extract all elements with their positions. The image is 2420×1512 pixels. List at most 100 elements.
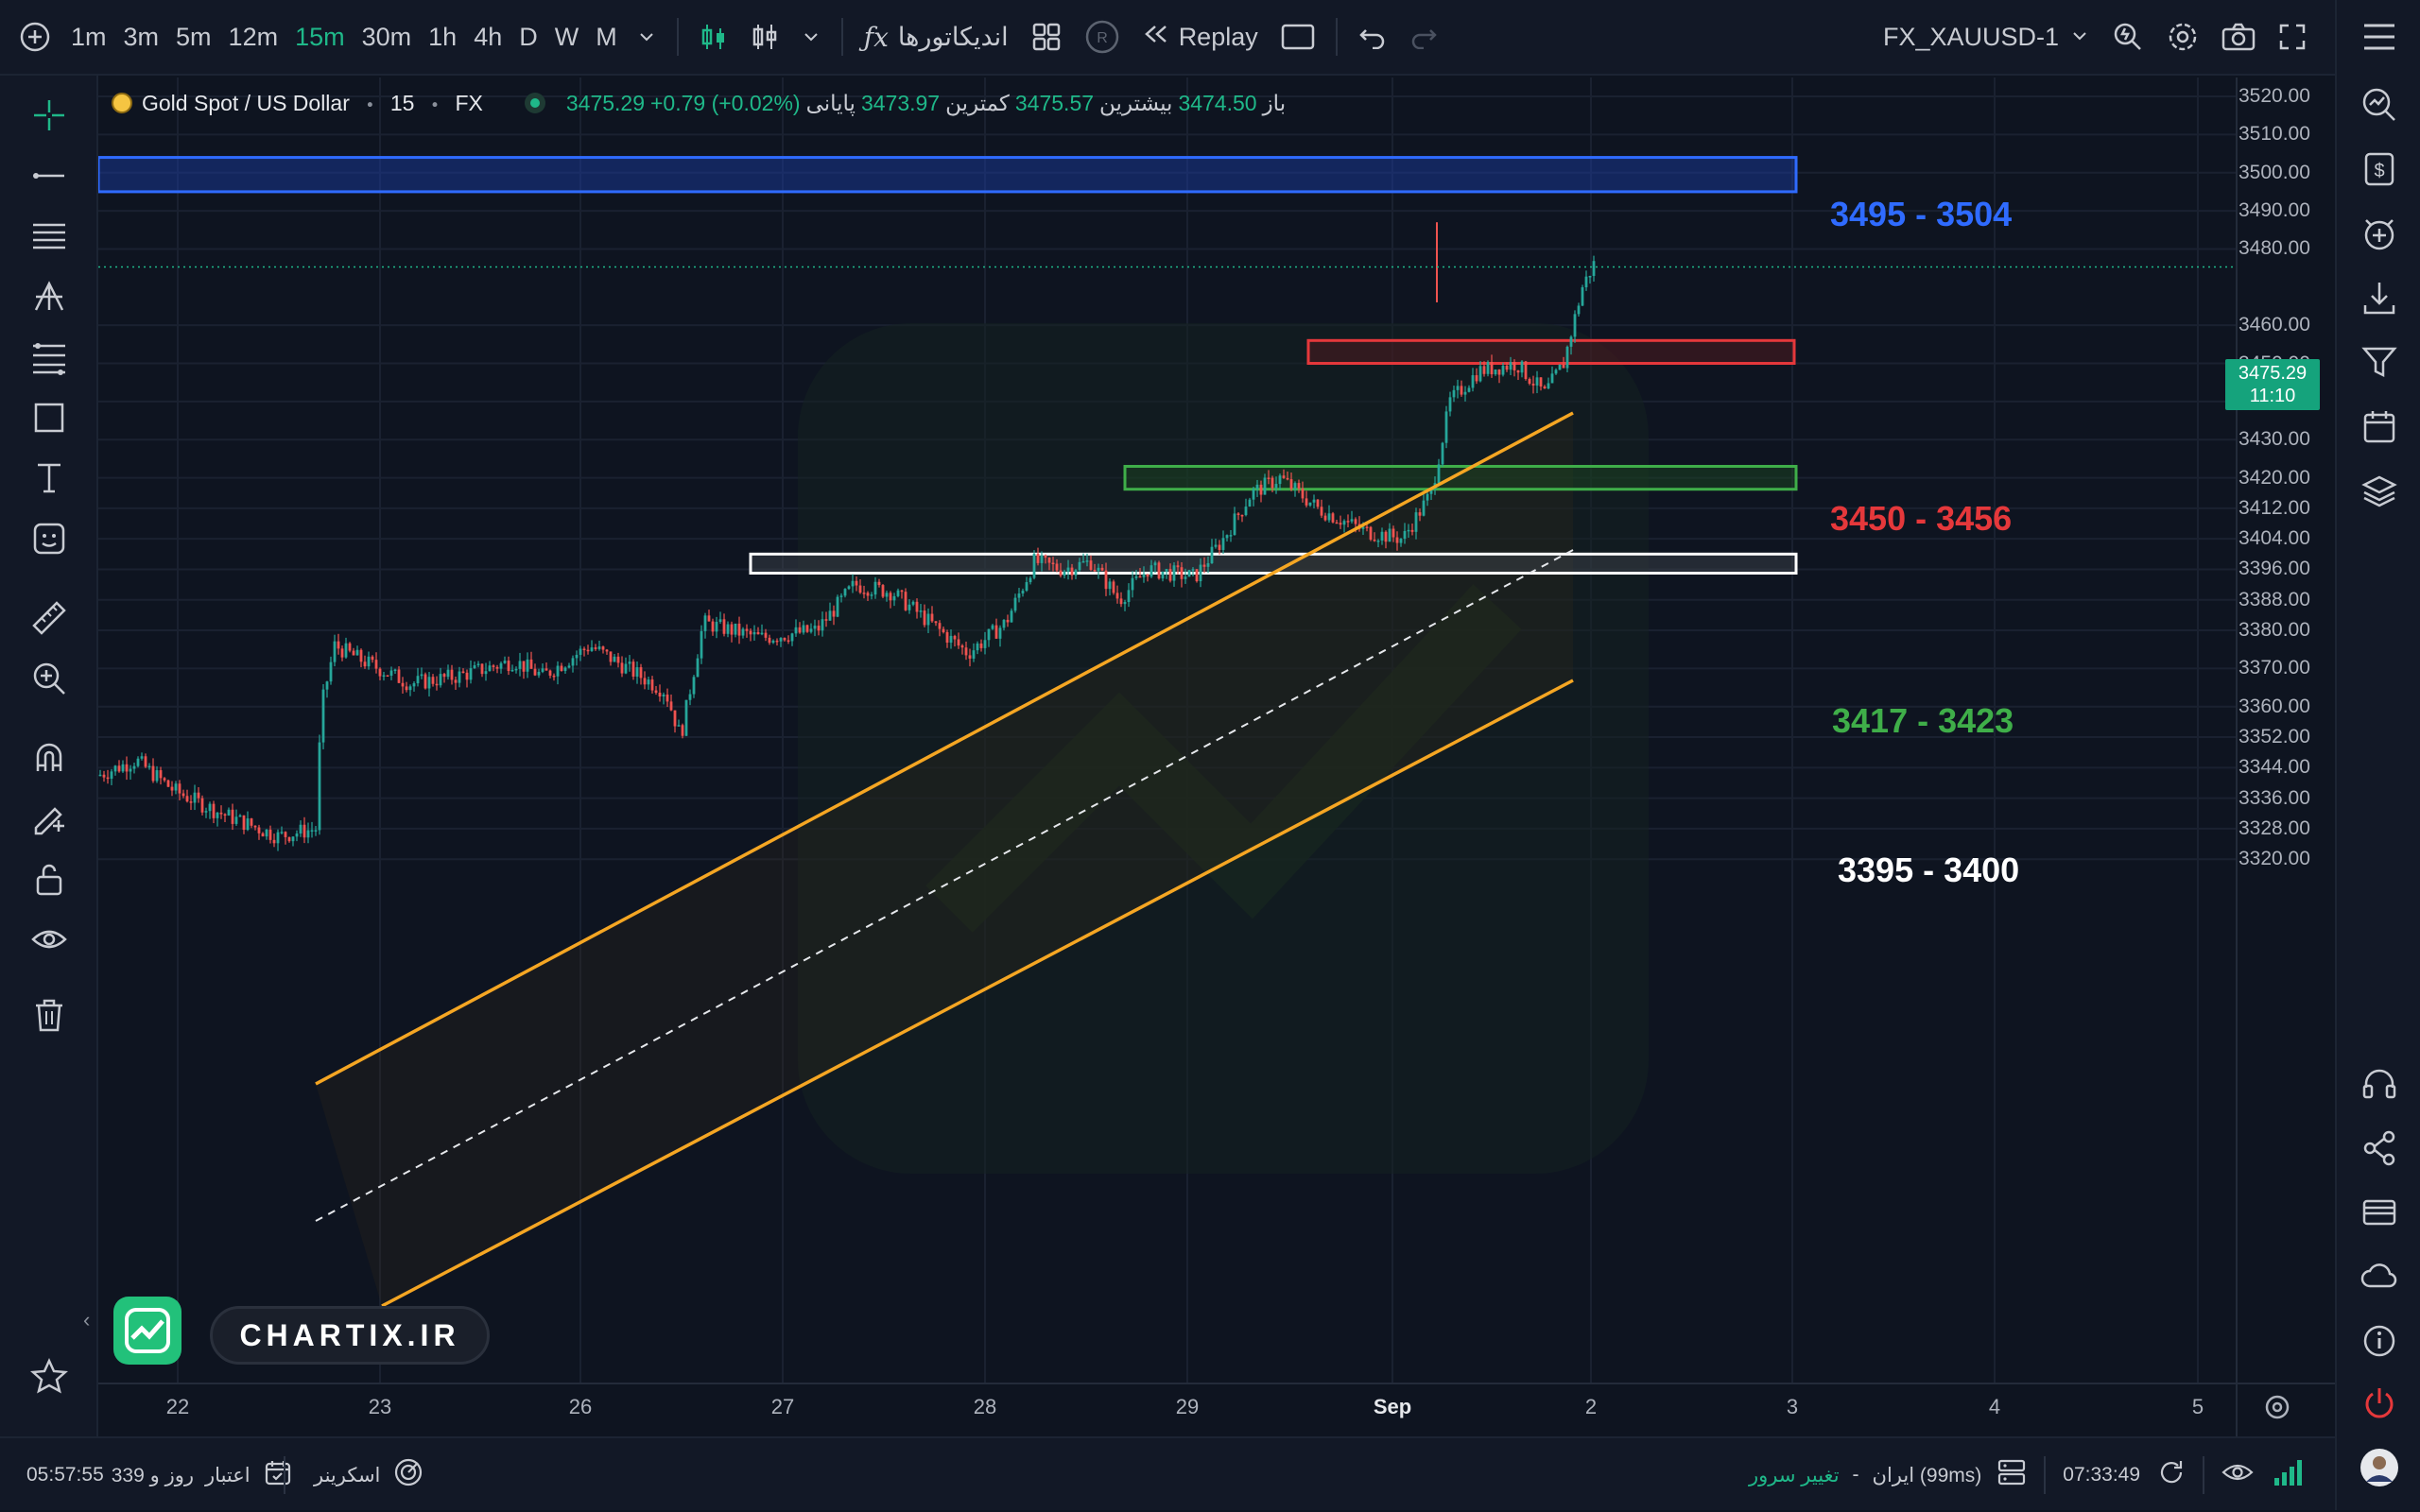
timeframe-30m[interactable]: 30m — [361, 22, 412, 51]
refresh-icon[interactable] — [2157, 1458, 2186, 1492]
quick-search-icon[interactable] — [2100, 0, 2155, 75]
candle-body — [828, 610, 832, 621]
card-icon[interactable] — [2358, 1191, 2401, 1234]
candle-body — [344, 643, 348, 658]
candle-body — [832, 610, 836, 617]
candle-body — [333, 641, 337, 662]
timeframe-5m[interactable]: 5m — [176, 22, 212, 51]
candle-body — [1146, 574, 1150, 577]
pitchfork-icon[interactable] — [28, 276, 70, 318]
gold-coin-icon — [112, 93, 132, 113]
candle-body — [1339, 523, 1342, 525]
svg-text:R: R — [1097, 30, 1108, 46]
eye-icon[interactable] — [28, 919, 70, 960]
alert-badge-icon[interactable]: R — [1073, 0, 1132, 75]
timeframe-1h[interactable]: 1h — [428, 22, 458, 51]
candle-body — [223, 814, 227, 816]
settings-icon[interactable] — [2155, 0, 2210, 75]
trend-line-icon[interactable] — [28, 155, 70, 197]
zoom-in-icon[interactable] — [28, 658, 70, 699]
candle-body — [896, 590, 900, 596]
undo-icon[interactable] — [1347, 0, 1398, 75]
collapse-arrow-icon[interactable]: ‹ — [83, 1308, 91, 1332]
axis-settings-icon[interactable] — [2263, 1393, 2291, 1426]
candle-body — [204, 811, 208, 813]
timeframe-M[interactable]: M — [596, 22, 617, 51]
redo-icon[interactable] — [1398, 0, 1449, 75]
candles-icon[interactable] — [688, 0, 739, 75]
candle-body — [639, 667, 643, 679]
sticker-icon[interactable] — [28, 518, 70, 559]
candle-body — [771, 640, 775, 644]
trash-icon[interactable] — [28, 994, 70, 1036]
add-alert-icon[interactable] — [2358, 212, 2401, 255]
chartix-watermark: CHARTIX.IR — [210, 1306, 490, 1365]
clock: 07:33:49 — [2063, 1464, 2141, 1486]
menu-icon[interactable] — [2358, 15, 2401, 59]
calendar-icon[interactable] — [2358, 404, 2401, 448]
share-icon[interactable] — [2358, 1126, 2401, 1170]
candle-body — [866, 593, 870, 596]
layout-icon[interactable] — [1270, 0, 1326, 75]
draw-mode-icon[interactable] — [28, 798, 70, 839]
candle-body — [1407, 529, 1410, 532]
lock-icon[interactable] — [28, 858, 70, 900]
candle-body — [843, 589, 847, 596]
divider — [840, 18, 843, 56]
layers-icon[interactable] — [2358, 469, 2401, 512]
avatar[interactable] — [2358, 1446, 2401, 1489]
divider — [1335, 18, 1338, 56]
candle-body — [1592, 261, 1596, 276]
timeframe-1m[interactable]: 1m — [71, 22, 107, 51]
chart-type-icon[interactable] — [739, 0, 790, 75]
candle-body — [185, 796, 189, 802]
text-icon[interactable] — [28, 457, 70, 499]
timeframe-W[interactable]: W — [554, 22, 579, 51]
candle-body — [1191, 569, 1195, 571]
camera-icon[interactable] — [2210, 0, 2267, 75]
change-server-link[interactable]: تغییر سرور — [1749, 1464, 1840, 1486]
candle-body — [1282, 475, 1286, 478]
candle-body — [821, 619, 824, 631]
screener-button[interactable]: اسکرینر — [314, 1438, 424, 1512]
info-icon[interactable] — [2358, 1319, 2401, 1363]
market-analysis-icon[interactable] — [2358, 83, 2401, 127]
candle-body — [276, 832, 280, 844]
visibility-eye-icon[interactable] — [2221, 1458, 2254, 1492]
chart-pane[interactable] — [96, 77, 2335, 1436]
indicators-button[interactable]: ƒx اندیکاتورها — [853, 0, 1020, 75]
templates-icon[interactable] — [1020, 0, 1073, 75]
dollar-icon[interactable]: $ — [2358, 147, 2401, 191]
timeframe-D[interactable]: D — [519, 22, 538, 51]
server-icon[interactable] — [1996, 1458, 2027, 1492]
power-icon[interactable] — [2358, 1382, 2401, 1425]
timeframe-15m[interactable]: 15m — [295, 22, 345, 51]
replay-button[interactable]: Replay — [1132, 0, 1270, 75]
chart-type-dropdown-icon[interactable] — [790, 0, 832, 75]
fib-retracement-icon[interactable] — [28, 336, 70, 378]
crosshair-icon[interactable] — [28, 94, 70, 136]
download-icon[interactable] — [2358, 276, 2401, 319]
magnet-icon[interactable] — [28, 737, 70, 779]
timeframe-3m[interactable]: 3m — [123, 22, 160, 51]
candle-body — [1089, 560, 1093, 570]
favorites-star-icon[interactable] — [28, 1355, 70, 1397]
candle-body — [805, 625, 809, 632]
candle-body — [1252, 489, 1255, 500]
calendar-check-icon[interactable] — [264, 1458, 292, 1492]
timeframe-12m[interactable]: 12m — [228, 22, 279, 51]
add-symbol-icon[interactable] — [0, 0, 62, 75]
timeframe-4h[interactable]: 4h — [474, 22, 503, 51]
cloud-icon[interactable] — [2358, 1255, 2401, 1298]
support-headset-icon[interactable] — [2358, 1062, 2401, 1106]
last-price-tag: 3475.29 11:10 — [2225, 359, 2320, 410]
ruler-icon[interactable] — [28, 597, 70, 639]
timeframe-dropdown-icon[interactable] — [626, 0, 667, 75]
horizontal-lines-icon[interactable] — [28, 215, 70, 257]
symbol-selector[interactable]: FX_XAUUSD-1 — [1872, 0, 2100, 75]
rectangle-icon[interactable] — [28, 397, 70, 438]
status-bar: 05:57:55 339 روز و اعتبار اسکرینر تغییر … — [0, 1436, 2335, 1510]
candle-body — [1581, 287, 1584, 306]
filter-icon[interactable] — [2358, 340, 2401, 384]
fullscreen-icon[interactable] — [2267, 0, 2335, 75]
